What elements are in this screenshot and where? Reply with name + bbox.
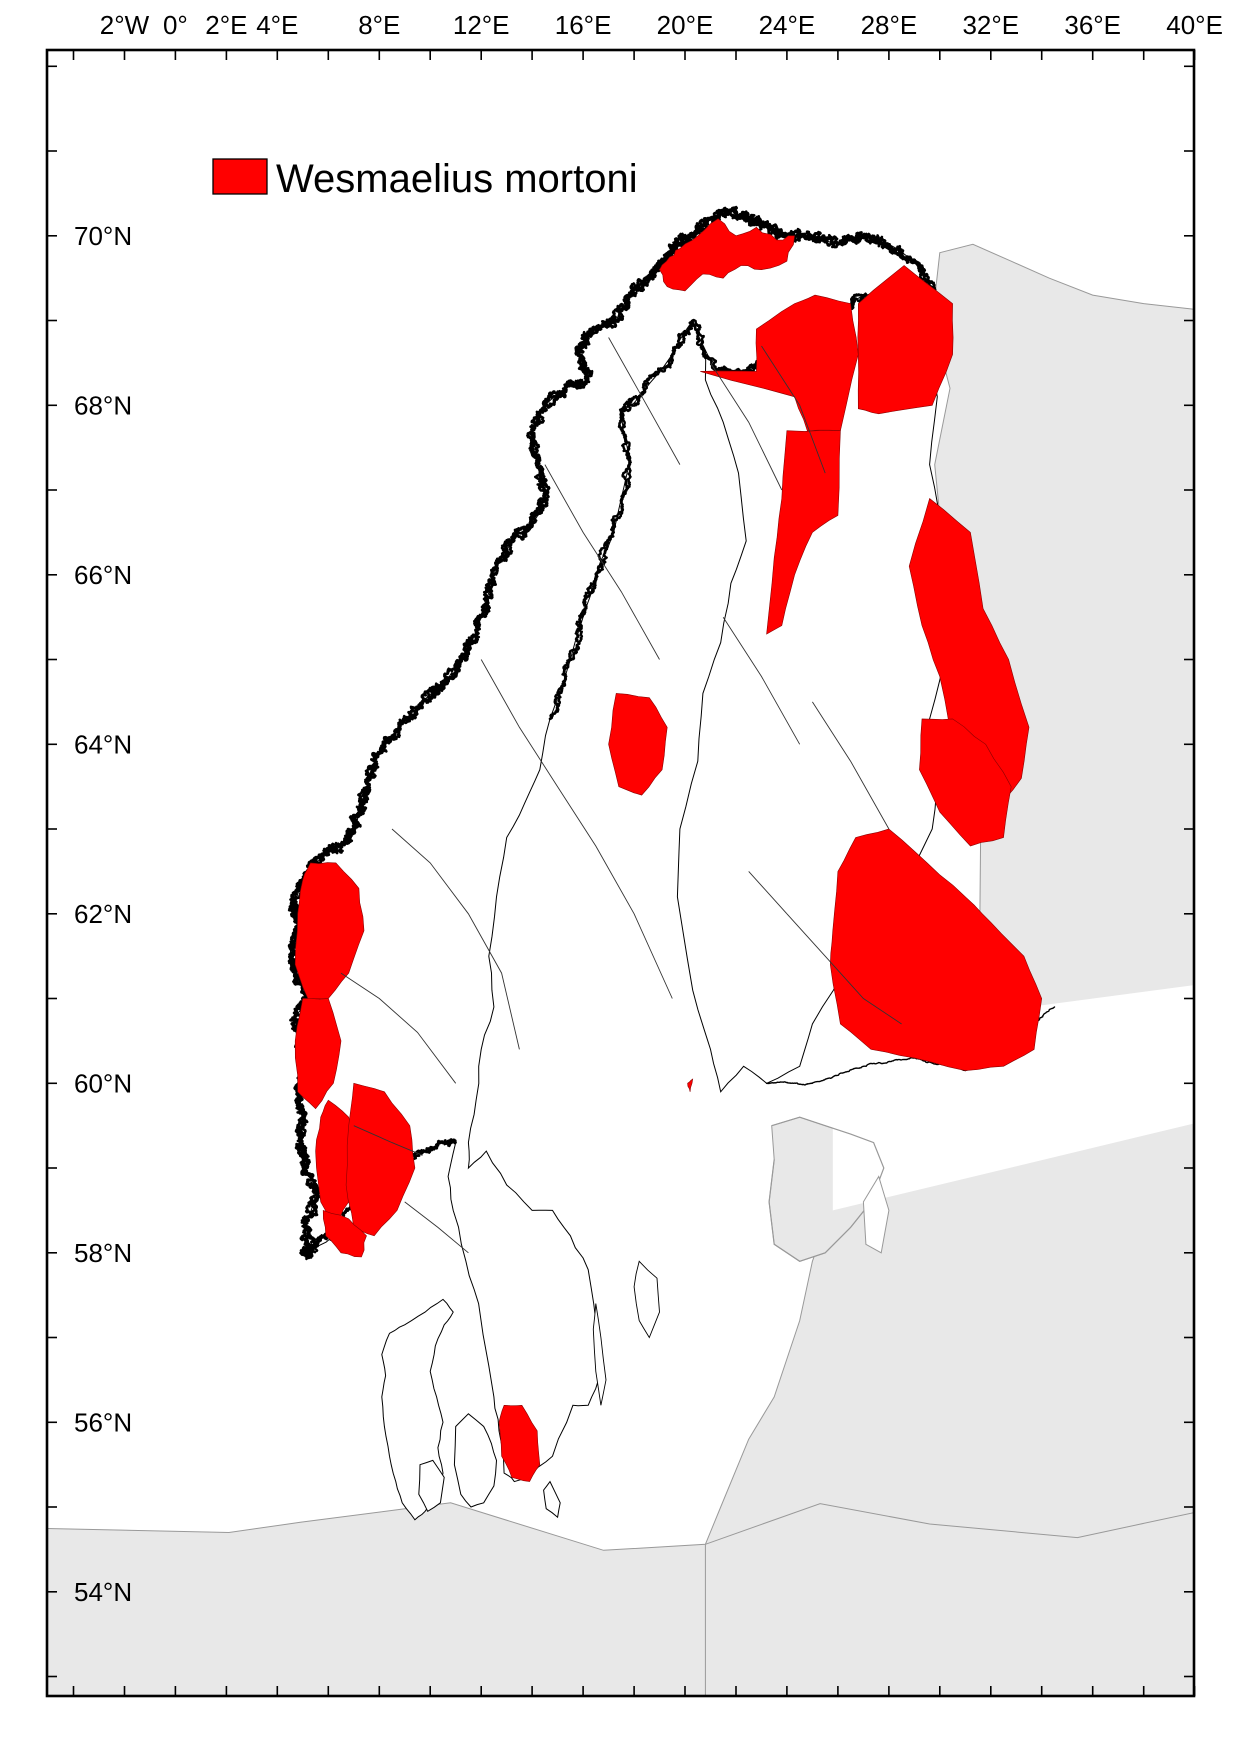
svg-text:70°N: 70°N [74, 221, 132, 251]
svg-text:62°N: 62°N [74, 899, 132, 929]
svg-text:64°N: 64°N [74, 729, 132, 759]
svg-text:32°E: 32°E [962, 10, 1019, 40]
svg-text:40°E: 40°E [1166, 10, 1223, 40]
svg-text:24°E: 24°E [759, 10, 816, 40]
svg-text:68°N: 68°N [74, 390, 132, 420]
svg-text:8°E: 8°E [358, 10, 400, 40]
svg-text:12°E: 12°E [453, 10, 510, 40]
svg-text:4°E: 4°E [256, 10, 298, 40]
svg-text:66°N: 66°N [74, 560, 132, 590]
svg-text:60°N: 60°N [74, 1068, 132, 1098]
svg-text:2°E: 2°E [205, 10, 247, 40]
svg-text:16°E: 16°E [555, 10, 612, 40]
svg-text:54°N: 54°N [74, 1577, 132, 1607]
svg-text:0°: 0° [163, 10, 188, 40]
svg-text:36°E: 36°E [1064, 10, 1121, 40]
svg-text:20°E: 20°E [657, 10, 714, 40]
svg-text:56°N: 56°N [74, 1407, 132, 1437]
svg-text:2°W: 2°W [100, 10, 150, 40]
svg-text:Wesmaelius mortoni: Wesmaelius mortoni [276, 157, 638, 201]
svg-text:28°E: 28°E [861, 10, 918, 40]
svg-text:58°N: 58°N [74, 1238, 132, 1268]
